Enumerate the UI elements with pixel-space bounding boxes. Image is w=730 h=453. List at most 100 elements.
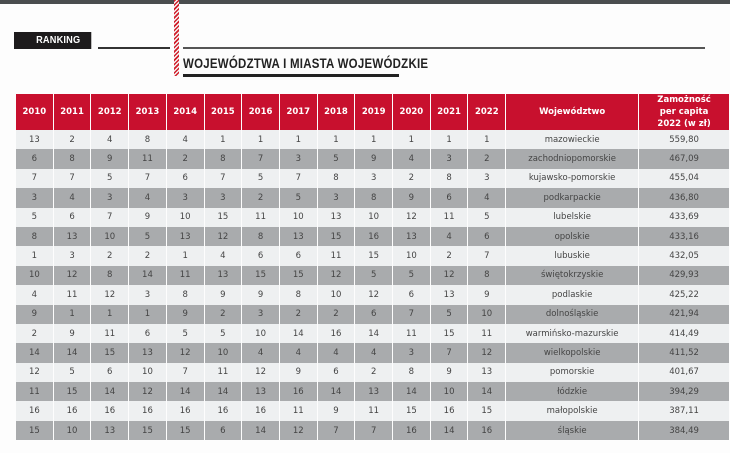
wealth-value-cell: 429,93 (639, 265, 729, 286)
rank-cell: 9 (430, 362, 468, 383)
rank-cell: 5 (166, 323, 204, 344)
rank-cell: 16 (16, 401, 53, 421)
rank-cell: 6 (393, 285, 430, 305)
rank-cell: 16 (91, 401, 129, 421)
rank-cell: 2 (279, 304, 317, 324)
column-header-year: 2022 (468, 94, 506, 130)
rank-cell: 3 (242, 304, 279, 324)
rank-cell: 15 (393, 401, 430, 421)
rank-cell: 6 (129, 323, 166, 344)
rank-cell: 7 (91, 207, 129, 227)
voivodeship-name-cell: opolskie (506, 226, 639, 247)
rank-cell: 10 (355, 207, 393, 227)
table-header-row: 2010 2011 2012 2013 2014 2015 2016 2017 2018 2019… (16, 94, 729, 130)
rank-cell: 1 (242, 130, 279, 150)
rank-cell: 9 (242, 285, 279, 305)
rank-cell: 5 (279, 188, 317, 208)
voivodeship-name-cell: lubuskie (506, 246, 639, 266)
rule-left (98, 47, 170, 49)
rank-cell: 5 (91, 168, 129, 189)
rank-cell: 15 (91, 343, 129, 363)
rank-cell: 4 (204, 246, 242, 266)
voivodeship-name-cell: wielkopolskie (506, 343, 639, 363)
rank-cell: 5 (468, 207, 506, 227)
rank-cell: 14 (166, 382, 204, 402)
rank-cell: 1 (430, 130, 468, 150)
rank-cell: 1 (468, 130, 506, 150)
voivodeship-name-cell: lubelskie (506, 207, 639, 227)
wealth-value-cell: 433,16 (639, 226, 729, 247)
rank-cell: 3 (204, 188, 242, 208)
rank-cell: 9 (279, 362, 317, 383)
rank-cell: 1 (16, 246, 53, 266)
rank-cell: 12 (129, 382, 166, 402)
rank-cell: 7 (242, 149, 279, 169)
rank-cell: 15 (279, 265, 317, 286)
rank-cell: 14 (430, 420, 468, 441)
rank-cell: 3 (129, 285, 166, 305)
rank-cell: 10 (430, 382, 468, 402)
rank-cell: 7 (166, 362, 204, 383)
column-header-year: 2012 (91, 94, 129, 130)
section-label-ranking: RANKING (14, 32, 92, 49)
rank-cell: 4 (393, 149, 430, 169)
table-row: 1 3 2 2 1 4 6 6 11 15 10 2 7 lubuskie 432,05 (16, 246, 729, 266)
table-row: 7 7 5 7 6 7 5 7 8 3 2 8 3 kujawsko-pomorskie 455,04 (16, 168, 729, 189)
rank-cell: 14 (317, 382, 355, 402)
rank-cell: 7 (355, 420, 393, 441)
rank-cell: 13 (279, 226, 317, 247)
rank-cell: 13 (91, 420, 129, 441)
rank-cell: 11 (317, 246, 355, 266)
voivodeship-name-cell: zachodniopomorskie (506, 149, 639, 169)
rank-cell: 6 (204, 420, 242, 441)
rank-cell: 12 (279, 420, 317, 441)
rank-cell: 2 (53, 130, 91, 150)
rank-cell: 12 (166, 343, 204, 363)
rank-cell: 5 (393, 265, 430, 286)
rank-cell: 8 (430, 168, 468, 189)
rank-cell: 2 (393, 168, 430, 189)
rank-cell: 1 (355, 130, 393, 150)
rank-cell: 8 (242, 226, 279, 247)
rank-cell: 7 (430, 343, 468, 363)
rank-cell: 4 (430, 226, 468, 247)
rank-cell: 10 (242, 323, 279, 344)
rank-cell: 16 (468, 420, 506, 441)
rank-cell: 16 (279, 382, 317, 402)
rank-cell: 13 (393, 226, 430, 247)
rank-cell: 12 (355, 285, 393, 305)
rank-cell: 11 (166, 265, 204, 286)
rank-cell: 8 (129, 130, 166, 150)
rank-cell: 16 (317, 323, 355, 344)
rank-cell: 15 (317, 226, 355, 247)
rank-cell: 16 (355, 226, 393, 247)
rank-cell: 6 (355, 304, 393, 324)
table-row: 15 10 13 15 15 6 14 12 7 7 16 14 16 śląskie 384,49 (16, 420, 729, 441)
rank-cell: 16 (204, 401, 242, 421)
rank-cell: 10 (393, 246, 430, 266)
rule-right (183, 47, 705, 49)
rank-cell: 14 (355, 323, 393, 344)
rank-cell: 13 (430, 285, 468, 305)
rank-cell: 10 (16, 265, 53, 286)
rank-cell: 2 (468, 149, 506, 169)
voivodeship-name-cell: mazowieckie (506, 130, 639, 150)
rank-cell: 4 (166, 130, 204, 150)
rank-cell: 6 (317, 362, 355, 383)
wealth-value-cell: 467,09 (639, 149, 729, 169)
rank-cell: 11 (430, 207, 468, 227)
rank-cell: 7 (393, 304, 430, 324)
rank-cell: 9 (53, 323, 91, 344)
rank-cell: 15 (53, 382, 91, 402)
table-row: 12 5 6 10 7 11 12 9 6 2 8 9 13 pomorskie 401,67 (16, 362, 729, 383)
rank-cell: 6 (53, 207, 91, 227)
rank-cell: 12 (317, 265, 355, 286)
rank-cell: 2 (430, 246, 468, 266)
rank-cell: 4 (355, 343, 393, 363)
rank-cell: 8 (53, 149, 91, 169)
rank-cell: 14 (204, 382, 242, 402)
voivodeship-name-cell: kujawsko-pomorskie (506, 168, 639, 189)
voivodeship-name-cell: podlaskie (506, 285, 639, 305)
rank-cell: 11 (393, 323, 430, 344)
table-row: 11 15 14 12 14 14 13 16 14 13 14 10 14 łódzkie 394,29 (16, 382, 729, 402)
